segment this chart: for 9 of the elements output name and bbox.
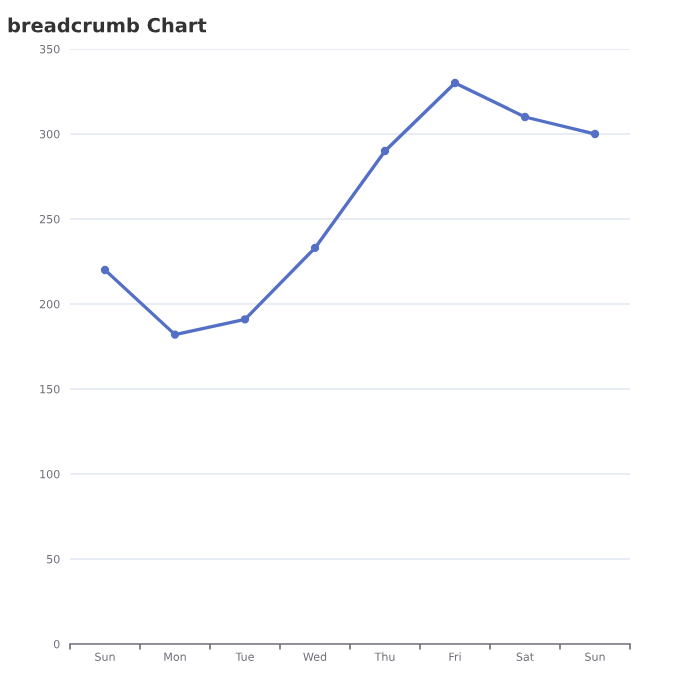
point xyxy=(310,243,320,253)
chart-title: breadcrumb Chart xyxy=(8,17,207,33)
point xyxy=(170,330,180,339)
point xyxy=(520,112,530,122)
point xyxy=(240,315,250,324)
point xyxy=(380,146,390,156)
point xyxy=(100,265,110,275)
point xyxy=(450,78,460,88)
point xyxy=(590,129,600,139)
